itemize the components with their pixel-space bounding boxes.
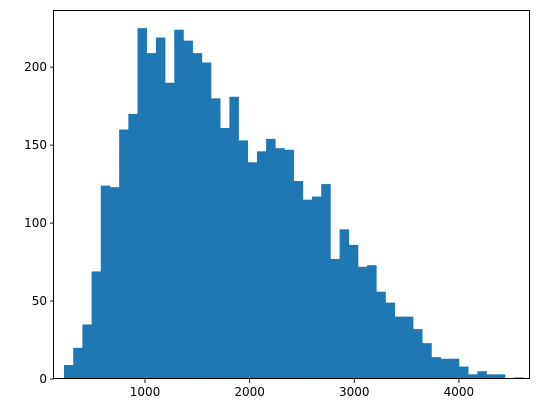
histogram-bar [321,184,331,379]
histogram-bar [100,185,111,379]
histogram-bar [376,291,386,379]
histogram-bar [459,366,469,379]
x-tick-label: 2000 [234,385,265,399]
histogram-bar [495,374,506,379]
histogram-bar [312,196,322,379]
x-tick-label: 4000 [444,385,475,399]
histogram-bar [413,329,423,379]
y-tick-label: 150 [24,138,47,152]
histogram-bar [73,347,83,379]
histogram-bar [302,199,313,379]
histogram-bar [220,127,230,379]
histogram-bar [266,138,276,379]
x-tick-label: 1000 [130,385,161,399]
histogram-bar [422,343,432,379]
histogram-bar [348,244,359,379]
histogram-bar [403,316,414,379]
histogram-bar [385,302,396,379]
histogram-bar [201,62,212,380]
histogram-bar [431,357,441,379]
histogram-bar [357,266,368,379]
histogram-bar [229,96,239,379]
plot-frame [53,10,530,379]
histogram-bar [119,129,129,379]
y-tick-label: 50 [32,294,47,308]
y-tick-label: 0 [39,372,47,386]
y-tick-label: 200 [24,60,47,74]
histogram-bar [64,364,74,379]
histogram-bar [394,316,405,379]
histogram-bar [165,82,175,379]
histogram-bar [440,358,451,379]
histogram-bar [256,151,267,379]
histogram-bar [109,187,120,379]
histogram-bar [211,98,221,379]
histogram-bar [146,53,157,379]
histogram-bar [477,371,487,379]
histogram-bar [247,162,258,379]
histogram-bar [449,358,460,379]
histogram-bar [367,265,377,379]
histogram-bar [468,374,478,379]
histogram-bar [330,258,340,379]
histogram-bar [82,324,92,379]
histogram-bars [64,28,524,380]
histogram-bar [128,113,138,380]
histogram-bar [91,271,102,379]
histogram-bar [183,40,193,379]
histogram-bar [293,180,304,379]
histogram-bar [238,140,249,379]
histogram-bar [155,37,166,379]
y-tick-label: 100 [24,216,47,230]
histogram-bar [192,53,203,379]
histogram-bar [275,148,285,379]
histogram-bar [339,229,350,379]
x-tick-label: 3000 [339,385,370,399]
histogram-bar [284,149,294,379]
histogram-bar [174,29,184,380]
histogram-bar [137,28,148,380]
axis-ticks: 1000 2000 3000 4000 0 50 100 150 200 [24,60,474,399]
histogram-bar [486,374,497,379]
